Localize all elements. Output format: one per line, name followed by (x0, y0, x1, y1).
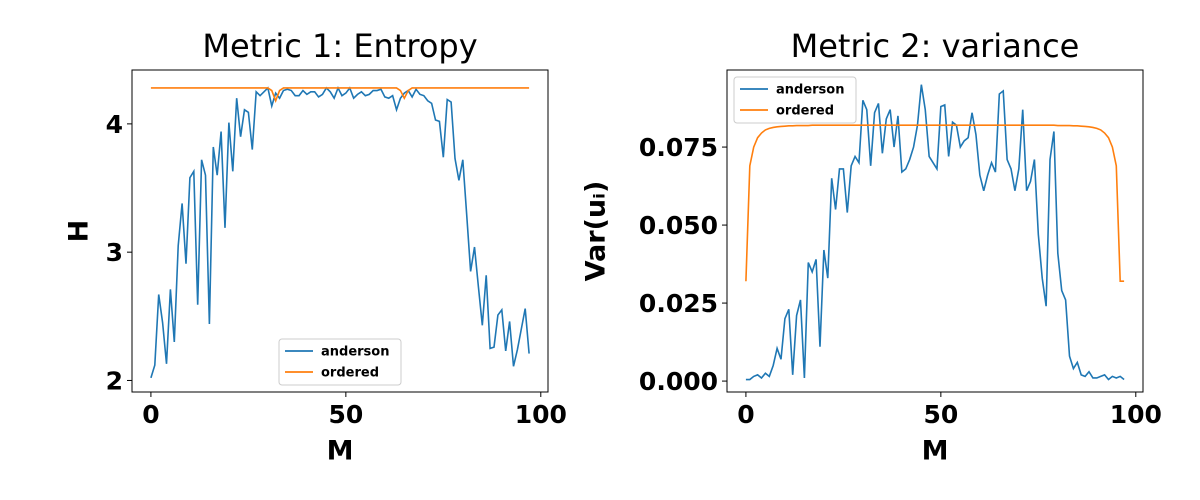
x-tick-label: 100 (515, 400, 567, 429)
series-line (745, 84, 1125, 381)
series-line (150, 85, 530, 379)
y-tick-label: 3 (106, 238, 123, 267)
y-tick-label: 0.050 (639, 211, 718, 240)
series-line (745, 124, 1125, 283)
y-tick-label: 0.025 (639, 289, 718, 318)
x-tick-label: 100 (1110, 400, 1162, 429)
subplot: 0 50 100 0.000 0.025 0.050 0.075 Metric 2: vari… (581, 27, 1162, 467)
legend: anderson ordered (278, 338, 402, 386)
y-tick-label: 0.075 (639, 133, 718, 162)
plot-area (727, 70, 1143, 392)
x-axis-label: M (327, 436, 354, 467)
plot-area (132, 70, 548, 392)
chart-title: Metric 1: Entropy (202, 27, 477, 65)
y-tick-label: 4 (106, 110, 123, 139)
legend-label: anderson (321, 345, 390, 360)
legend-label: anderson (776, 83, 845, 98)
x-tick-label: 0 (142, 400, 159, 429)
series-line (150, 87, 530, 104)
x-tick-label: 50 (923, 400, 958, 429)
legend-label: ordered (321, 366, 379, 381)
y-tick-label: 0.000 (639, 367, 718, 396)
x-tick-label: 0 (737, 400, 754, 429)
x-tick-label: 50 (328, 400, 363, 429)
x-axis-label: M (922, 436, 949, 467)
legend: anderson ordered (733, 76, 857, 124)
chart-title: Metric 2: variance (791, 27, 1080, 65)
axes-frame (131, 69, 549, 393)
y-axis-label: H (64, 220, 95, 243)
axes-frame (726, 69, 1144, 393)
y-axis-label: Var(uᵢ) (581, 181, 612, 282)
legend-label: ordered (776, 104, 834, 119)
y-tick-label: 2 (106, 366, 123, 395)
